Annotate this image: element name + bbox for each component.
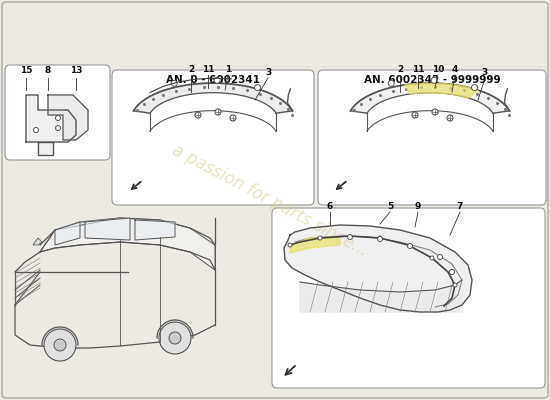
- Text: 5: 5: [387, 202, 393, 211]
- Polygon shape: [405, 83, 478, 98]
- Text: a passion for parts since...: a passion for parts since...: [169, 141, 371, 259]
- Text: 9: 9: [415, 202, 421, 211]
- Circle shape: [255, 84, 261, 90]
- Circle shape: [432, 109, 438, 115]
- Text: 15: 15: [20, 66, 32, 75]
- Circle shape: [449, 270, 454, 274]
- Text: 4: 4: [452, 65, 458, 74]
- Polygon shape: [48, 95, 88, 140]
- Circle shape: [408, 244, 412, 248]
- Circle shape: [437, 254, 443, 260]
- Circle shape: [169, 332, 181, 344]
- Text: 11: 11: [412, 65, 424, 74]
- FancyBboxPatch shape: [112, 70, 314, 205]
- Text: 11: 11: [202, 65, 214, 74]
- Polygon shape: [33, 238, 42, 245]
- Polygon shape: [55, 222, 80, 245]
- Polygon shape: [135, 220, 175, 240]
- Circle shape: [214, 77, 220, 83]
- Circle shape: [56, 126, 60, 130]
- Circle shape: [34, 128, 38, 132]
- Text: AN. 6002342 - 9999999: AN. 6002342 - 9999999: [364, 75, 500, 85]
- Polygon shape: [38, 142, 53, 155]
- Text: 2: 2: [397, 65, 403, 74]
- Circle shape: [44, 329, 76, 361]
- Text: 3: 3: [265, 68, 271, 77]
- Circle shape: [447, 115, 453, 121]
- Circle shape: [430, 256, 434, 260]
- FancyBboxPatch shape: [272, 208, 545, 388]
- Circle shape: [56, 116, 60, 120]
- FancyBboxPatch shape: [318, 70, 546, 205]
- Polygon shape: [284, 225, 472, 312]
- Text: 3: 3: [482, 68, 488, 77]
- Circle shape: [453, 283, 457, 287]
- FancyBboxPatch shape: [5, 65, 110, 160]
- Text: 6: 6: [327, 202, 333, 211]
- Text: AN. 0 - 6002341: AN. 0 - 6002341: [166, 75, 260, 85]
- Circle shape: [230, 115, 236, 121]
- Text: 8: 8: [45, 66, 51, 75]
- Circle shape: [348, 234, 353, 240]
- Text: 7: 7: [457, 202, 463, 211]
- Polygon shape: [26, 95, 76, 142]
- Text: 1: 1: [225, 65, 231, 74]
- Polygon shape: [134, 83, 293, 113]
- Circle shape: [195, 112, 201, 118]
- Circle shape: [318, 236, 322, 240]
- Circle shape: [388, 80, 394, 86]
- Circle shape: [54, 339, 66, 351]
- Circle shape: [215, 109, 221, 115]
- Text: 10: 10: [432, 65, 444, 74]
- Text: 2: 2: [188, 65, 194, 74]
- Circle shape: [412, 112, 418, 118]
- Polygon shape: [85, 218, 130, 240]
- Circle shape: [171, 80, 177, 86]
- Circle shape: [288, 243, 292, 247]
- Text: 13: 13: [70, 66, 82, 75]
- Circle shape: [377, 236, 382, 242]
- Polygon shape: [350, 83, 509, 113]
- Circle shape: [431, 77, 437, 83]
- Circle shape: [159, 322, 191, 354]
- Circle shape: [471, 84, 477, 90]
- Polygon shape: [290, 236, 340, 253]
- Polygon shape: [134, 83, 293, 113]
- Circle shape: [378, 236, 382, 240]
- Polygon shape: [300, 280, 462, 312]
- Polygon shape: [40, 218, 215, 270]
